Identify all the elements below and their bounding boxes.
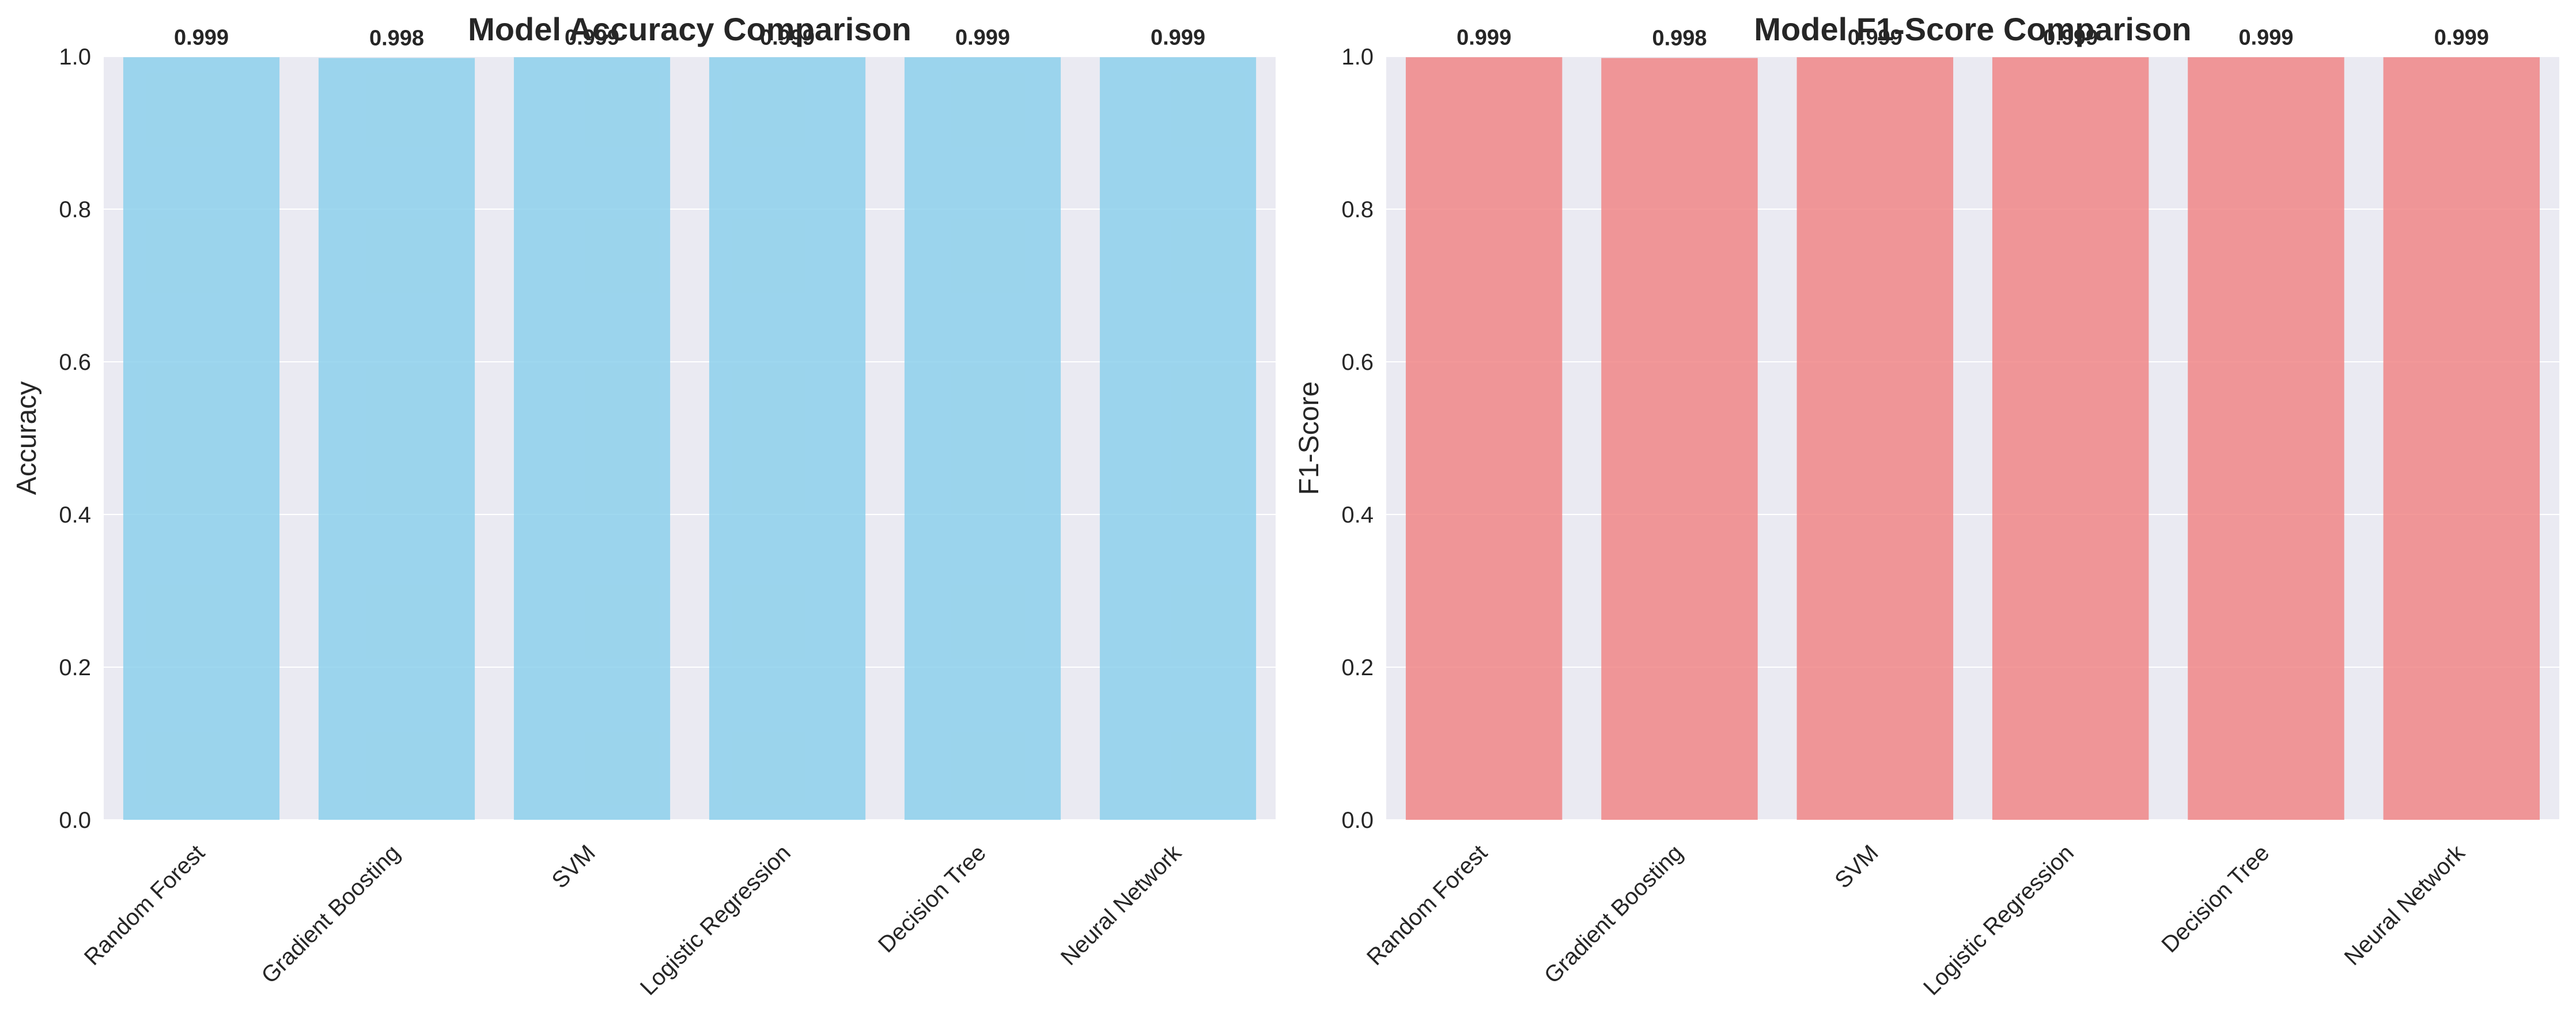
bar-value-label: 0.999 (1151, 25, 1205, 50)
y-tick-label: 0.6 (59, 350, 91, 375)
chart-title: Model F1-Score Comparison (1754, 11, 2191, 47)
bar-value-label: 0.999 (2043, 25, 2098, 50)
plot-area (1386, 56, 2559, 820)
accuracy-chart-panel: 0.0 0.2 0.4 0.6 0.8 1.0 0.999 Random Forest 0.99… (12, 11, 1276, 1000)
y-tick-label: 0.0 (1341, 808, 1374, 833)
bar-value-label: 0.998 (1652, 27, 1707, 51)
bar-value-label: 0.999 (955, 25, 1010, 50)
bar-gradient-boosting (318, 58, 475, 820)
x-tick-label: Logistic Regression (636, 840, 796, 1000)
x-tick-label: Neural Network (2340, 840, 2471, 971)
x-tick-label: Neural Network (1056, 840, 1187, 971)
y-tick-label: 0.8 (59, 197, 91, 222)
x-tick-label: SVM (1830, 840, 1883, 893)
bar-svm (513, 57, 671, 820)
bar-value-label: 0.998 (369, 27, 424, 51)
plot-area (104, 56, 1276, 820)
bar-value-label: 0.999 (1457, 25, 1511, 50)
bar-svm (1796, 57, 1954, 820)
y-tick-label: 0.6 (1341, 350, 1374, 375)
bar-value-label: 0.999 (2434, 25, 2489, 50)
bar-random-forest (1405, 57, 1563, 820)
y-tick-label: 0.2 (1341, 655, 1374, 680)
bar-value-label: 0.999 (1848, 25, 1902, 50)
bar-logistic-regression (709, 57, 866, 820)
x-tick-label: Gradient Boosting (1539, 840, 1688, 989)
y-tick-label: 0.4 (59, 502, 91, 528)
y-tick-label: 0.4 (1341, 502, 1374, 528)
bar-neural-network (2383, 57, 2540, 820)
y-tick-label: 0.0 (59, 808, 91, 833)
bar-logistic-regression (1992, 57, 2149, 820)
bar-value-label: 0.999 (760, 25, 815, 50)
y-tick-label: 1.0 (1341, 44, 1374, 70)
x-tick-label: SVM (547, 840, 600, 893)
x-tick-label: Decision Tree (2157, 840, 2274, 958)
y-tick-label: 0.8 (1341, 197, 1374, 222)
bar-gradient-boosting (1601, 58, 1758, 820)
bar-value-label: 0.999 (565, 25, 619, 50)
bar-value-label: 0.999 (174, 25, 229, 50)
chart-title: Model Accuracy Comparison (468, 11, 911, 47)
y-axis-title: F1-Score (1294, 381, 1325, 495)
y-tick-label: 0.2 (59, 655, 91, 680)
x-tick-label: Random Forest (1362, 840, 1492, 970)
x-tick-label: Logistic Regression (1919, 840, 2079, 1000)
y-tick-label: 1.0 (59, 44, 91, 70)
x-tick-label: Random Forest (80, 840, 210, 970)
bar-decision-tree (2188, 57, 2344, 820)
f1-score-chart-panel: 0.0 0.2 0.4 0.6 0.8 1.0 0.999 Random Forest 0.99… (1294, 11, 2559, 1000)
x-tick-label: Decision Tree (873, 840, 991, 958)
bar-neural-network (1099, 57, 1257, 820)
bar-decision-tree (904, 57, 1061, 820)
y-axis-title: Accuracy (12, 381, 42, 495)
x-tick-label: Gradient Boosting (256, 840, 405, 989)
bar-random-forest (123, 57, 280, 820)
bar-value-label: 0.999 (2238, 25, 2293, 50)
